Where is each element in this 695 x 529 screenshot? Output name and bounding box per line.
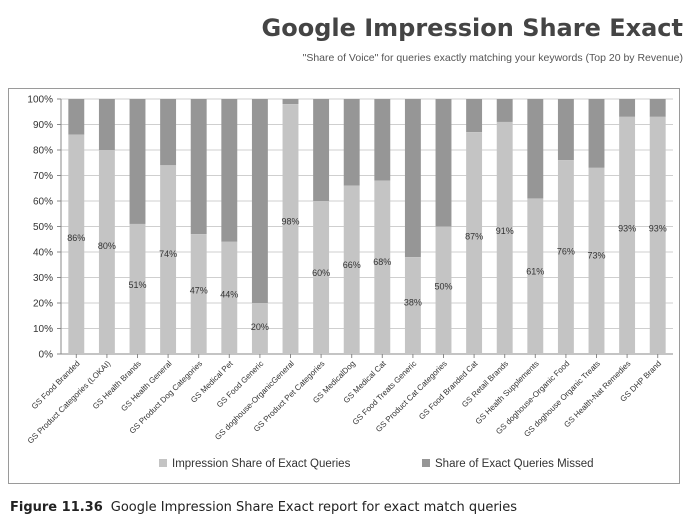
stacked-bar-chart: 0% 10% 20% 30% 40% 50% 60% 70% 80% 90% 100% 86% GS F… [26, 95, 673, 470]
data-label: 51% [128, 280, 146, 290]
data-label: 20% [251, 322, 269, 332]
data-label: 76% [557, 246, 575, 256]
bar-impression [68, 134, 85, 354]
figure-number: Figure 11.36 [10, 500, 103, 515]
data-label: 50% [434, 281, 452, 291]
bar-missed [435, 99, 452, 227]
data-label: 47% [190, 285, 208, 295]
y-tick-label: 70% [33, 171, 53, 182]
bar-impression [343, 185, 360, 354]
bar-missed [190, 99, 207, 235]
bar-missed [588, 99, 605, 168]
chart-subtitle: "Share of Voice" for queries exactly mat… [302, 52, 683, 64]
bar-missed [160, 99, 177, 166]
data-label: 60% [312, 268, 330, 278]
chart-title: Google Impression Share Exact [261, 14, 683, 42]
bar-missed [404, 99, 421, 258]
bar-impression [404, 257, 421, 354]
data-label: 38% [404, 298, 422, 308]
chart-frame: 0% 10% 20% 30% 40% 50% 60% 70% 80% 90% 100% 86% GS F… [8, 88, 680, 484]
bar-missed [557, 99, 574, 161]
data-label: 91% [496, 226, 514, 236]
y-tick-label: 60% [33, 197, 53, 208]
data-label: 74% [159, 249, 177, 259]
bar-impression [557, 160, 574, 354]
bar-missed [374, 99, 391, 181]
bar-impression [435, 226, 452, 354]
legend-label: Share of Exact Queries Missed [435, 458, 594, 470]
bar-impression [221, 241, 238, 354]
bar-impression [313, 201, 330, 354]
bar-missed [313, 99, 330, 201]
bar-impression [649, 116, 666, 354]
y-tick-label: 20% [33, 299, 53, 310]
legend-swatch [422, 459, 430, 467]
bar-missed [527, 99, 544, 199]
bar-impression [98, 150, 115, 354]
bar-missed [68, 99, 85, 135]
bar-impression [527, 198, 544, 354]
legend-swatch [159, 459, 167, 467]
legend-label: Impression Share of Exact Queries [172, 458, 351, 470]
y-tick-label: 40% [33, 248, 53, 259]
data-label: 44% [220, 290, 238, 300]
data-label: 68% [373, 257, 391, 267]
y-tick-label: 100% [27, 95, 53, 106]
bar-impression [190, 234, 207, 354]
bar-missed [221, 99, 238, 242]
data-label: 98% [281, 217, 299, 227]
bar-missed [649, 99, 666, 117]
bar-impression [282, 104, 299, 354]
bar-missed [129, 99, 146, 224]
data-label: 93% [618, 223, 636, 233]
bar-missed [619, 99, 636, 117]
bar-missed [282, 99, 299, 105]
figure-caption: Figure 11.36 Google Impression Share Exac… [10, 500, 517, 515]
x-tick-label: GS Food Branded Cat [417, 359, 480, 422]
bar-missed [98, 99, 115, 150]
data-label: 80% [98, 241, 116, 251]
figure-caption-text: Google Impression Share Exact report for… [110, 500, 518, 515]
y-tick-label: 80% [33, 146, 53, 157]
bar-impression [251, 303, 268, 354]
y-tick-label: 10% [33, 324, 53, 335]
data-label: 87% [465, 231, 483, 241]
y-tick-label: 50% [33, 222, 53, 233]
data-label: 66% [343, 260, 361, 270]
y-tick-label: 30% [33, 273, 53, 284]
bar-impression [496, 121, 513, 354]
bar-impression [619, 116, 636, 354]
bar-impression [374, 180, 391, 354]
bar-missed [496, 99, 513, 122]
data-label: 61% [526, 267, 544, 277]
bar-missed [251, 99, 268, 303]
data-label: 93% [649, 223, 667, 233]
bar-impression [160, 165, 177, 354]
bar-impression [129, 223, 146, 354]
bar-impression [466, 132, 483, 354]
bar-impression [588, 167, 605, 354]
bar-missed [343, 99, 360, 186]
data-label: 86% [67, 233, 85, 243]
y-tick-label: 90% [33, 120, 53, 131]
bar-missed [466, 99, 483, 133]
data-label: 73% [587, 250, 605, 260]
y-tick-label: 0% [39, 350, 54, 361]
